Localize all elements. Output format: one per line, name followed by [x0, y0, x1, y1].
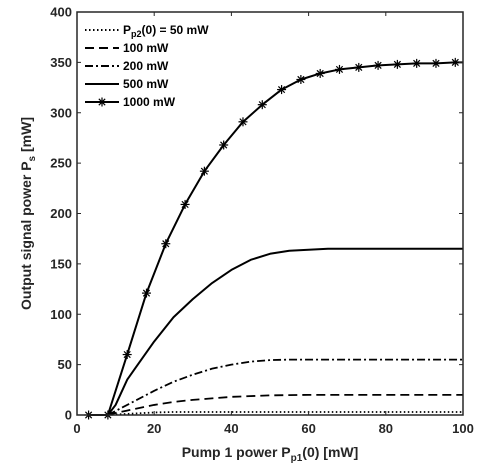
legend-label: 1000 mW: [123, 95, 176, 109]
series-marker: [199, 166, 209, 176]
x-tick-label: 100: [452, 421, 474, 436]
legend-marker: [97, 97, 107, 107]
legend-entry-3: 500 mW: [85, 77, 169, 91]
x-tick-label: 0: [73, 421, 80, 436]
y-axis-ticks: 0 50 100 150 200 250 300 350 400: [50, 5, 463, 423]
series-marker: [412, 58, 422, 68]
series-marker: [238, 117, 248, 127]
y-axis-label: Output signal power Ps [mW]: [18, 117, 38, 310]
x-axis-label-tail: (0) [mW]: [302, 444, 358, 460]
y-axis-label-main: Output signal power P: [18, 161, 34, 310]
legend-label: 100 mW: [123, 41, 169, 55]
y-tick-label: 300: [50, 105, 72, 120]
legend-label: 200 mW: [123, 59, 169, 73]
series-marker: [392, 59, 402, 69]
series-marker: [450, 57, 460, 67]
y-tick-label: 50: [58, 357, 72, 372]
x-axis-label-subscript: p1: [291, 453, 303, 464]
x-axis-label-main: Pump 1 power P: [182, 444, 291, 460]
series-marker: [180, 199, 190, 209]
series-line-4: [88, 61, 463, 416]
series-marker: [161, 239, 171, 249]
y-tick-label: 200: [50, 206, 72, 221]
series-line-2: [107, 358, 463, 416]
x-tick-label: 20: [147, 421, 161, 436]
legend-entry-4: 1000 mW: [85, 95, 176, 109]
x-tick-label: 40: [224, 421, 238, 436]
legend-label: Pp2(0) = 50 mW: [123, 23, 209, 39]
y-tick-label: 0: [65, 408, 72, 423]
series-marker: [373, 60, 383, 70]
series-marker: [296, 75, 306, 85]
series-marker: [219, 140, 229, 150]
x-tick-label: 80: [379, 421, 393, 436]
series-marker: [354, 62, 364, 72]
y-tick-label: 400: [50, 5, 72, 20]
y-tick-label: 100: [50, 307, 72, 322]
x-axis-ticks: 0 20 40 60 80 100: [73, 12, 474, 436]
series-marker: [315, 68, 325, 78]
series-marker: [141, 288, 151, 298]
axes-frame: [76, 11, 464, 416]
y-tick-label: 150: [50, 256, 72, 271]
plot-area: [84, 57, 463, 420]
legend-label: 500 mW: [123, 77, 169, 91]
legend-entry-2: 200 mW: [85, 59, 169, 73]
series-marker: [334, 64, 344, 74]
series-line-3: [107, 247, 463, 416]
y-tick-label: 350: [50, 55, 72, 70]
series-marker: [257, 100, 267, 110]
series-marker: [277, 85, 287, 95]
x-tick-label: 60: [301, 421, 315, 436]
x-axis-label: Pump 1 power Pp1(0) [mW]: [182, 444, 359, 464]
legend-entry-1: 100 mW: [85, 41, 169, 55]
legend: Pp2(0) = 50 mW 100 mW 200 mW 500 mW 1000 mW: [85, 23, 209, 109]
series-marker: [431, 58, 441, 68]
legend-entry-0: Pp2(0) = 50 mW: [85, 23, 209, 39]
y-axis-label-subscript: s: [27, 155, 38, 161]
y-axis-label-tail: [mW]: [18, 117, 34, 156]
series-marker: [122, 350, 132, 360]
y-tick-label: 250: [50, 156, 72, 171]
